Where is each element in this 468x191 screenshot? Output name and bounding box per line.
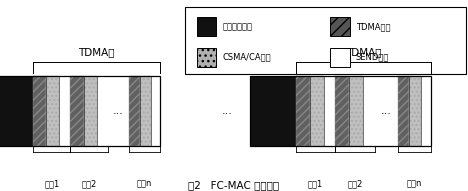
Text: ...: ... — [113, 106, 124, 116]
Bar — [398, 76, 410, 146]
Bar — [410, 76, 421, 146]
Bar — [83, 76, 96, 146]
Text: 图2   FC-MAC 复帧结构: 图2 FC-MAC 复帧结构 — [189, 180, 279, 190]
Text: 节点2: 节点2 — [81, 180, 97, 189]
Bar — [197, 17, 216, 36]
Bar — [330, 17, 350, 36]
Text: TDMA帧: TDMA帧 — [345, 47, 381, 57]
Bar — [96, 76, 108, 146]
Bar — [140, 76, 151, 146]
Bar — [310, 76, 323, 146]
Text: ...: ... — [221, 106, 233, 116]
Bar — [350, 76, 363, 146]
Bar — [336, 76, 350, 146]
Bar — [71, 76, 83, 146]
Text: CSMA/CA阶段: CSMA/CA阶段 — [222, 53, 271, 62]
Bar — [336, 76, 350, 146]
Bar — [129, 76, 140, 146]
Bar — [310, 76, 323, 146]
Bar — [83, 76, 96, 146]
Bar — [421, 76, 431, 146]
Text: 节点1: 节点1 — [308, 180, 323, 189]
Bar — [129, 76, 140, 146]
Bar — [250, 76, 431, 146]
Text: SEND阶段: SEND阶段 — [356, 53, 389, 62]
Bar — [363, 76, 375, 146]
Bar — [151, 76, 160, 146]
Bar — [185, 7, 466, 74]
Text: 节点2: 节点2 — [348, 180, 363, 189]
Bar — [350, 76, 363, 146]
Bar — [250, 76, 296, 146]
Bar — [33, 76, 46, 146]
Bar — [323, 76, 336, 146]
Bar — [59, 76, 71, 146]
Bar — [46, 76, 59, 146]
Text: 节点n: 节点n — [407, 180, 422, 189]
Bar — [0, 76, 160, 146]
Text: 节点1: 节点1 — [44, 180, 59, 189]
Bar — [197, 48, 216, 67]
Bar — [71, 76, 83, 146]
Bar — [410, 76, 421, 146]
Text: 交换信息阶段: 交换信息阶段 — [222, 22, 252, 31]
Bar — [330, 48, 350, 67]
Bar — [0, 76, 33, 146]
Text: 节点n: 节点n — [137, 180, 152, 189]
Bar — [33, 76, 46, 146]
Text: ...: ... — [381, 106, 392, 116]
Bar — [296, 76, 310, 146]
Text: TDMA帧: TDMA帧 — [78, 47, 115, 57]
Text: TDMA阶段: TDMA阶段 — [356, 22, 390, 31]
Bar — [140, 76, 151, 146]
Bar — [46, 76, 59, 146]
Bar — [296, 76, 310, 146]
Bar — [398, 76, 410, 146]
